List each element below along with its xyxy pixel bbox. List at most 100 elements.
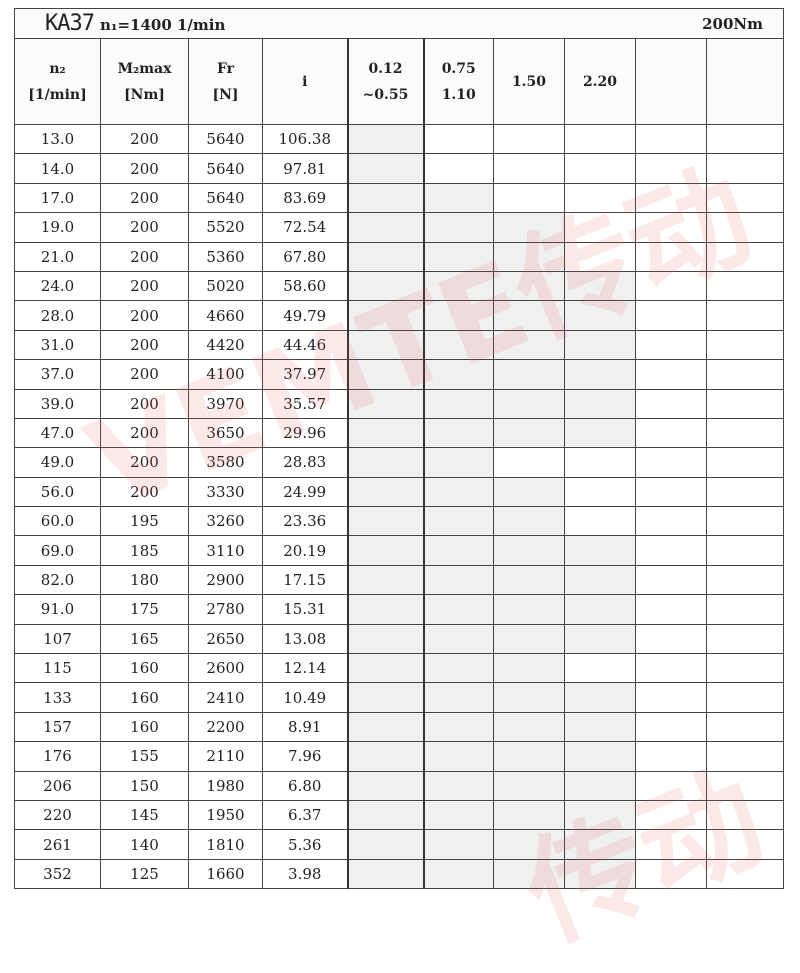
table-row: 37.0 200 4100 37.97 [14,359,784,390]
power-cell [493,359,565,390]
power-cell [564,300,636,331]
power-cell [635,506,707,537]
table-cell: 133 [14,682,101,713]
table-row: 19.0 200 5520 72.54 [14,212,784,243]
power-cell [346,858,424,890]
power-cell [346,506,424,537]
power-cell [493,653,565,684]
power-cell [564,388,636,419]
table-cell: 200 [100,182,189,214]
power-cell [422,799,494,831]
power-cell [706,417,784,449]
power-cell [635,829,707,860]
column-header [635,38,707,125]
power-cell [493,829,565,860]
table-cell: 15.31 [262,594,348,625]
header-line2: [1/min] [28,86,87,103]
power-cell [706,564,784,596]
table-cell: 180 [100,564,189,596]
table-row: 157 160 2200 8.91 [14,711,784,743]
table-row: 28.0 200 4660 49.79 [14,300,784,331]
power-cell [706,300,784,331]
table-cell: 3110 [188,535,263,566]
table-cell: 28.83 [262,447,348,478]
power-cell [635,388,707,419]
table-cell: 3970 [188,388,263,419]
power-cell [346,182,424,214]
table-cell: 115 [14,653,101,684]
column-header: n₂ [1/min] [14,38,101,125]
power-cell [706,153,784,184]
table-cell: 165 [100,623,189,655]
table-cell: 5020 [188,270,263,302]
power-cell [422,417,494,449]
power-cell [493,711,565,743]
table-cell: 10.49 [262,682,348,713]
power-cell [706,623,784,655]
table-cell: 69.0 [14,535,101,566]
power-cell [346,682,424,713]
power-cell [346,212,424,243]
power-cell [346,329,424,361]
table-cell: 4660 [188,300,263,331]
power-cell [346,241,424,272]
power-cell [706,858,784,890]
table-row: 60.0 195 3260 23.36 [14,506,784,537]
table-cell: 3580 [188,447,263,478]
table-row: 69.0 185 3110 20.19 [14,535,784,566]
power-cell [635,417,707,449]
table-cell: 200 [100,270,189,302]
power-cell [346,770,424,801]
power-cell [422,711,494,743]
table-cell: 3650 [188,417,263,449]
power-cell [346,829,424,860]
power-cell [635,359,707,390]
power-cell [635,329,707,361]
power-cell [635,711,707,743]
power-cell [422,212,494,243]
table-cell: 6.37 [262,799,348,831]
power-cell [346,653,424,684]
table-cell: 3.98 [262,858,348,890]
power-cell [493,212,565,243]
power-cell [422,535,494,566]
power-cell [706,653,784,684]
power-cell [635,858,707,890]
power-cell [706,799,784,831]
power-cell [346,300,424,331]
power-cell [346,799,424,831]
table-cell: 21.0 [14,241,101,272]
power-cell [422,653,494,684]
table-cell: 5640 [188,123,263,155]
table-cell: 175 [100,594,189,625]
table-cell: 97.81 [262,153,348,184]
power-cell [493,564,565,596]
header-row: n₂ [1/min] M₂max [Nm] Fr [N] i 0.12 ~0.55 0.75 1.1… [14,38,784,125]
power-cell [493,858,565,890]
power-cell [564,476,636,508]
power-cell [493,123,565,155]
power-cell [346,447,424,478]
power-cell [422,770,494,801]
table-cell: 3330 [188,476,263,508]
power-cell [493,594,565,625]
power-cell [635,594,707,625]
power-cell [346,741,424,772]
power-cell [635,799,707,831]
table-cell: 2650 [188,623,263,655]
table-cell: 60.0 [14,506,101,537]
power-cell [422,564,494,596]
table-cell: 6.80 [262,770,348,801]
table-row: 91.0 175 2780 15.31 [14,594,784,625]
table-cell: 13.08 [262,623,348,655]
table-cell: 31.0 [14,329,101,361]
table-cell: 195 [100,506,189,537]
table-cell: 2780 [188,594,263,625]
table-cell: 1810 [188,829,263,860]
power-cell [564,535,636,566]
table-cell: 125 [100,858,189,890]
power-cell [422,270,494,302]
power-cell [422,594,494,625]
table-cell: 39.0 [14,388,101,419]
power-cell [493,270,565,302]
